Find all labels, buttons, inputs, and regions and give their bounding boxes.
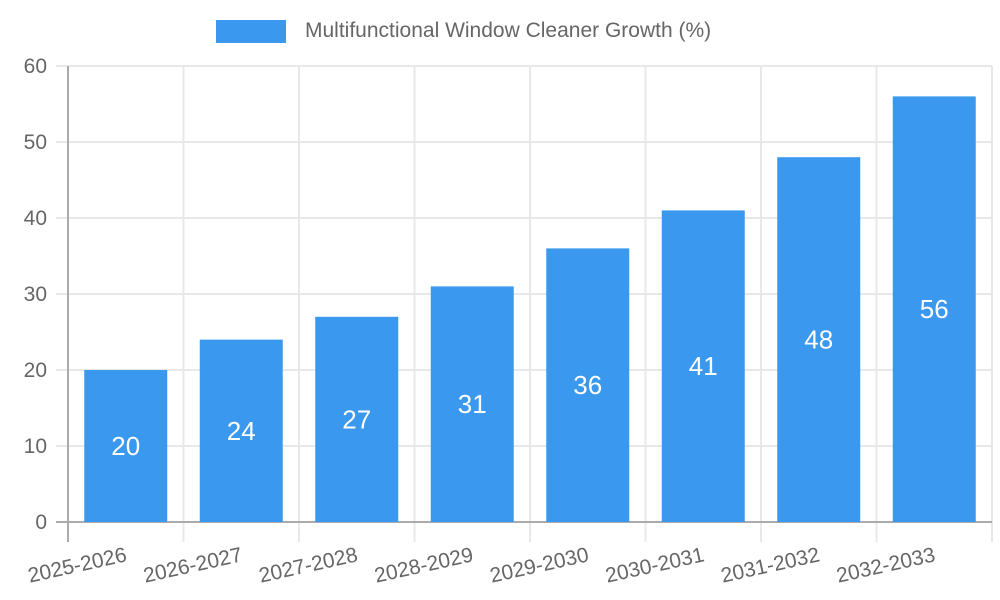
y-axis-tick-label: 40 [24,207,47,230]
y-axis-tick-label: 30 [24,283,47,306]
x-axis-tick-label: 2026-2027 [141,543,244,587]
x-axis-tick-label: 2028-2029 [372,543,475,587]
y-axis-tick-label: 60 [24,55,47,78]
bar-value-label: 31 [458,389,487,419]
bar[interactable] [892,96,976,523]
x-axis-tick-label: 2031-2032 [719,543,822,587]
legend-label: Multifunctional Window Cleaner Growth (%… [305,19,712,42]
bar[interactable] [777,157,861,522]
bar-value-label: 41 [689,351,718,381]
y-axis-tick-label: 0 [35,511,47,534]
x-axis-tick-label: 2027-2028 [257,543,360,587]
bar-value-label: 20 [111,431,140,461]
bar[interactable] [661,210,745,522]
bar-value-label: 24 [227,416,256,446]
y-axis-tick-label: 10 [24,435,47,458]
x-axis-tick-label: 2030-2031 [603,543,706,587]
bar[interactable] [546,248,630,522]
x-axis-tick-label: 2029-2030 [488,543,591,587]
bar[interactable] [84,370,168,522]
bar[interactable] [199,339,283,522]
x-axis-tick-label: 2032-2033 [834,543,937,587]
bar-value-label: 36 [573,370,602,400]
x-axis-tick-label: 2025-2026 [26,543,129,587]
legend-swatch [216,19,286,43]
y-axis-tick-label: 20 [24,359,47,382]
bar[interactable] [315,316,399,522]
y-axis-tick-label: 50 [24,131,47,154]
bar[interactable] [430,286,514,522]
bar-value-label: 56 [920,294,949,324]
bar-value-label: 27 [342,404,371,434]
chart-legend-item[interactable]: Multifunctional Window Cleaner Growth (%… [216,19,711,43]
bar-value-label: 48 [804,325,833,355]
